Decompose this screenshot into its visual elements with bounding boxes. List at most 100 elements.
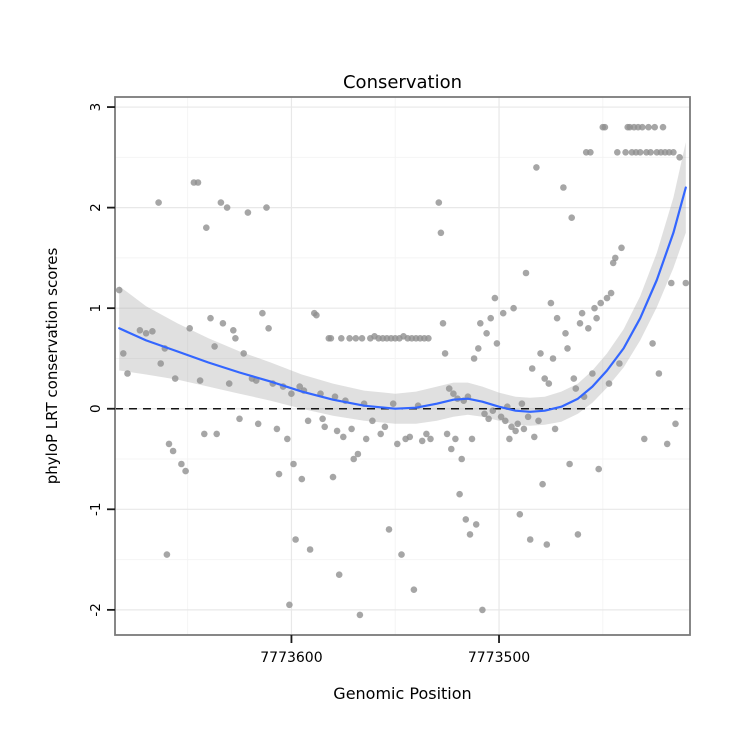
data-point [672, 420, 679, 428]
data-point [435, 199, 443, 206]
chart-title: Conservation [342, 72, 462, 93]
x-tick-label: 7773600 [260, 650, 322, 666]
data-point [497, 413, 505, 421]
data-point [354, 450, 362, 458]
data-point [450, 390, 457, 398]
data-point [427, 435, 434, 443]
data-point [589, 370, 596, 377]
data-point [568, 214, 575, 221]
data-point [566, 460, 573, 468]
data-point [348, 425, 355, 433]
data-point [636, 149, 644, 156]
data-point [437, 229, 445, 237]
data-point [516, 511, 524, 518]
data-point [670, 149, 677, 156]
data-point [448, 445, 455, 453]
data-point [663, 440, 671, 448]
data-point [313, 311, 320, 319]
data-point [659, 123, 667, 131]
data-point [230, 327, 237, 334]
data-point [259, 309, 266, 317]
data-point [329, 473, 337, 481]
data-point [423, 430, 430, 438]
data-point [506, 435, 513, 443]
data-point [240, 350, 247, 357]
data-point [163, 551, 171, 558]
data-point [570, 375, 578, 382]
data-point [593, 314, 600, 322]
data-point [331, 393, 339, 401]
data-point [335, 571, 343, 578]
data-point [182, 467, 189, 475]
data-point [682, 279, 690, 287]
data-point [541, 375, 548, 382]
data-point [647, 149, 654, 156]
data-point [493, 340, 501, 347]
data-point [398, 551, 405, 558]
data-point [539, 480, 546, 488]
data-point [535, 417, 542, 425]
data-point [319, 415, 326, 423]
data-point [639, 123, 646, 131]
y-tick-label: 1 [88, 304, 104, 313]
data-point [385, 526, 393, 533]
data-point [306, 546, 314, 553]
data-point [350, 455, 358, 463]
data-point [443, 430, 451, 438]
data-point [522, 269, 530, 277]
data-point [514, 420, 521, 428]
data-point [263, 204, 270, 211]
data-point [389, 400, 397, 408]
data-point [622, 149, 629, 156]
data-point [481, 410, 488, 418]
data-point [406, 433, 414, 441]
data-point [142, 330, 150, 337]
y-tick-label: 2 [88, 203, 104, 212]
data-point [394, 440, 401, 448]
data-point [265, 325, 272, 332]
data-point [254, 420, 262, 428]
y-tick-label: 3 [88, 103, 104, 112]
data-point [441, 350, 449, 357]
data-point [562, 330, 569, 337]
data-point [576, 320, 584, 327]
data-point [601, 123, 609, 131]
data-point [560, 184, 567, 191]
data-point [217, 199, 225, 206]
data-point [418, 437, 426, 445]
data-point [232, 335, 239, 342]
data-point [136, 327, 144, 334]
data-point [612, 254, 619, 262]
data-point [479, 606, 486, 614]
data-point [668, 279, 675, 287]
data-point [178, 460, 185, 468]
data-point [547, 299, 555, 307]
data-point [369, 417, 376, 425]
data-point [358, 335, 366, 342]
y-tick-label: -2 [88, 603, 104, 616]
panel-background [115, 97, 690, 635]
data-point [236, 415, 243, 423]
data-point [603, 294, 611, 302]
data-point [377, 430, 385, 438]
data-point [452, 435, 459, 443]
data-point [468, 435, 476, 443]
data-point [290, 460, 297, 468]
data-point [597, 299, 604, 307]
data-point [605, 380, 613, 387]
data-point [518, 400, 526, 408]
data-point [186, 325, 193, 332]
data-point [462, 516, 470, 523]
data-point [381, 423, 389, 431]
data-point [296, 383, 304, 390]
data-point [676, 154, 683, 161]
data-point [275, 470, 283, 478]
data-point [410, 586, 418, 593]
data-point [616, 360, 623, 367]
data-point [524, 413, 532, 421]
y-axis-label: phyloP LRT conservation scores [43, 247, 61, 485]
data-point [564, 345, 571, 352]
data-point [439, 320, 447, 327]
